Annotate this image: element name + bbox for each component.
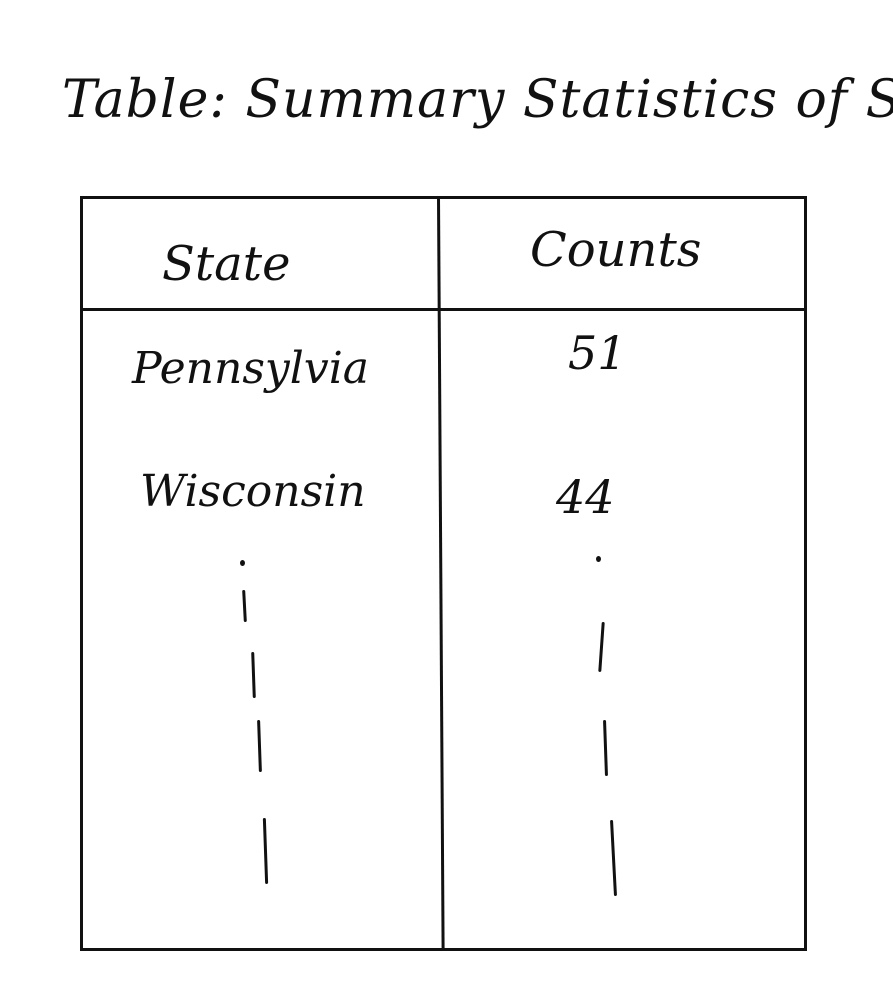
table-cell-state: Pennsylvia [132, 343, 370, 394]
column-header-counts: Counts [530, 222, 702, 278]
table-cell-count: 51 [568, 326, 627, 380]
continuation-dot [240, 560, 245, 566]
column-header-state: State [162, 236, 291, 292]
table-cell-count: 44 [556, 470, 615, 524]
table-title: Table: Summary Statistics of State [62, 70, 893, 130]
table-cell-state: Wisconsin [140, 466, 366, 517]
header-separator [81, 308, 806, 311]
continuation-dot [596, 556, 601, 562]
